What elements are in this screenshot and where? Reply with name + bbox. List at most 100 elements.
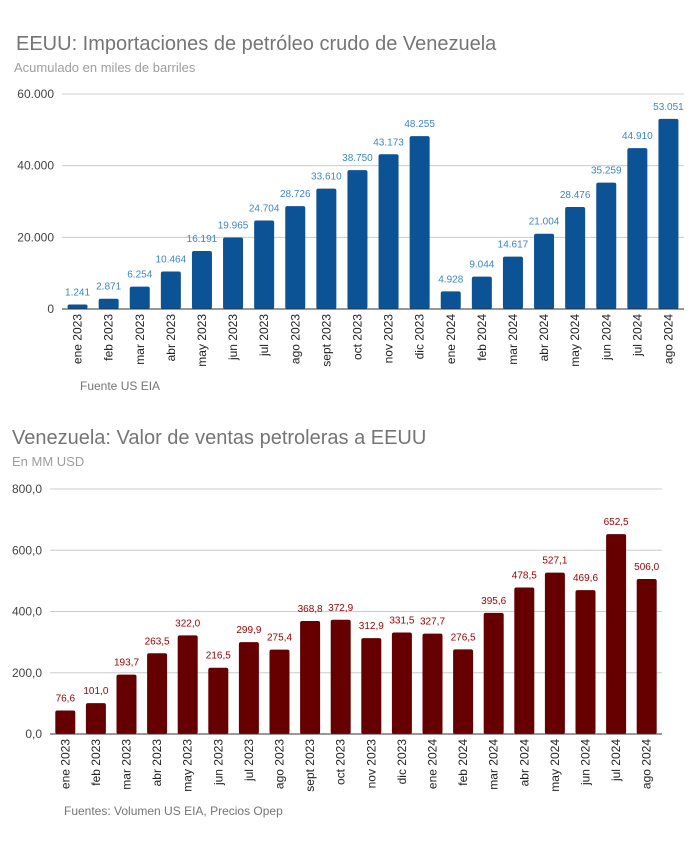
chart1-x-tick-label: ene 2023 xyxy=(71,314,85,364)
chart2-bar xyxy=(85,703,106,734)
chart1-x-tick-label: nov 2023 xyxy=(382,314,396,364)
chart2-bar xyxy=(606,534,627,734)
chart2-x-tick-label: nov 2023 xyxy=(364,739,378,789)
chart2-x-tick-label: jun 2023 xyxy=(211,739,225,786)
chart1-bar xyxy=(67,304,88,309)
chart1-data-label: 4.928 xyxy=(438,274,463,285)
chart1-bar xyxy=(378,154,399,309)
chart2-data-label: 331,5 xyxy=(389,615,414,626)
chart1-data-label: 21.004 xyxy=(529,217,560,228)
chart1-data-label: 2.871 xyxy=(96,282,121,293)
chart1-data-label: 35.259 xyxy=(591,166,622,177)
chart1-data-label: 19.965 xyxy=(218,220,249,231)
chart1-bar xyxy=(409,136,430,309)
chart2-x-tick-label: sept 2023 xyxy=(303,739,317,792)
chart1-data-label: 38.750 xyxy=(342,153,373,164)
chart2-bar xyxy=(483,612,504,734)
chart2-data-label: 327,7 xyxy=(420,617,445,628)
chart1-x-tick-label: ene 2024 xyxy=(444,314,458,364)
chart2-x-tick-label: dic 2023 xyxy=(395,739,409,785)
chart1-x-tick-label: mar 2024 xyxy=(506,314,520,365)
chart2-y-tick-label: 400,0 xyxy=(12,605,42,619)
chart1-bar xyxy=(254,220,275,309)
chart1-x-tick-label: jun 2023 xyxy=(226,314,240,361)
chart1-data-label: 28.726 xyxy=(280,189,311,200)
chart1-data-label: 1.241 xyxy=(65,288,90,299)
chart2-x-tick-label: feb 2024 xyxy=(456,739,470,786)
chart2-bar xyxy=(391,632,412,734)
chart2-bar xyxy=(544,572,565,734)
chart1-x-tick-label: sept 2023 xyxy=(319,314,333,367)
chart1-data-label: 14.617 xyxy=(498,240,529,251)
chart2-data-label: 276,5 xyxy=(451,632,476,643)
chart2-bar xyxy=(330,619,351,734)
chart2-title: Venezuela: Valor de ventas petroleras a … xyxy=(12,427,427,449)
chart1-bar xyxy=(223,237,244,309)
chart1-y-tick-label: 40.000 xyxy=(17,159,54,173)
chart2-data-label: 478,5 xyxy=(512,570,537,581)
chart2-x-tick-label: mar 2024 xyxy=(487,739,501,790)
chart1-x-tick-label: mar 2023 xyxy=(133,314,147,365)
chart2-data-label: 299,9 xyxy=(236,625,261,636)
chart1-x-tick-label: ago 2024 xyxy=(661,314,675,364)
chart1-bar xyxy=(596,182,617,309)
chart1-data-label: 24.704 xyxy=(249,203,280,214)
chart1-bar xyxy=(129,286,150,309)
chart2-x-tick-label: abr 2024 xyxy=(517,739,531,787)
chart2-bar xyxy=(453,649,474,734)
chart1-data-label: 9.044 xyxy=(469,260,494,271)
chart2-y-tick-label: 200,0 xyxy=(12,666,42,680)
chart2-data-label: 506,0 xyxy=(634,562,659,573)
chart2-x-tick-label: may 2023 xyxy=(181,739,195,792)
chart1-bar xyxy=(565,206,586,309)
chart1-source-note: Fuente US EIA xyxy=(80,379,161,393)
chart1-x-tick-label: ago 2023 xyxy=(288,314,302,364)
chart1-bar xyxy=(471,276,492,309)
chart2-x-tick-label: ene 2023 xyxy=(58,739,72,789)
chart1-data-label: 43.173 xyxy=(373,137,404,148)
chart1-bar xyxy=(347,170,368,309)
chart2-x-tick-label: mar 2023 xyxy=(120,739,134,790)
chart1-y-tick-label: 60.000 xyxy=(17,87,54,101)
chart2-data-label: 76,6 xyxy=(56,694,76,705)
chart1-data-label: 10.464 xyxy=(156,255,187,266)
chart2-data-label: 193,7 xyxy=(114,658,139,669)
chart2-data-label: 368,8 xyxy=(298,604,323,615)
chart2-bar xyxy=(147,653,168,734)
chart2-x-tick-label: jul 2024 xyxy=(609,739,623,782)
chart2-x-tick-label: may 2024 xyxy=(548,739,562,792)
chart1-x-tick-label: feb 2024 xyxy=(475,314,489,361)
chart2-data-label: 372,9 xyxy=(328,603,353,614)
chart2-subtitle: En MM USD xyxy=(12,454,85,469)
chart2-x-tick-label: ene 2024 xyxy=(426,739,440,789)
chart2-bar xyxy=(514,587,535,734)
chart2-data-label: 322,0 xyxy=(175,618,200,629)
chart2-bar xyxy=(575,590,596,734)
chart1-x-tick-label: dic 2023 xyxy=(413,314,427,360)
chart1-title: EEUU: Importaciones de petróleo crudo de… xyxy=(16,33,497,55)
chart2-data-label: 101,0 xyxy=(83,686,108,697)
chart1-y-tick-label: 0 xyxy=(47,302,54,316)
chart2-data-label: 263,5 xyxy=(145,636,170,647)
chart2-bar xyxy=(300,621,321,734)
chart1-bar xyxy=(534,233,555,309)
chart2-bar xyxy=(422,633,443,734)
chart2-data-label: 652,5 xyxy=(604,517,629,528)
chart1-bar xyxy=(440,291,461,309)
chart1-x-tick-label: jul 2023 xyxy=(257,314,271,357)
chart2-y-tick-label: 600,0 xyxy=(12,543,42,557)
chart1-x-tick-label: abr 2023 xyxy=(164,314,178,362)
chart2-x-tick-label: jul 2023 xyxy=(242,739,256,782)
chart1-data-label: 48.255 xyxy=(404,119,435,130)
chart1-data-label: 44.910 xyxy=(622,131,653,142)
chart1-bar xyxy=(502,256,523,309)
chart2-data-label: 275,4 xyxy=(267,633,292,644)
chart2-x-tick-label: jun 2024 xyxy=(579,739,593,786)
chart1-data-label: 28.476 xyxy=(560,190,591,201)
chart1-subtitle: Acumulado en miles de barriles xyxy=(14,60,196,75)
chart2-bar xyxy=(177,635,198,734)
chart2-x-tick-label: ago 2024 xyxy=(640,739,654,789)
chart2-bar xyxy=(116,674,137,734)
chart2-data-label: 395,6 xyxy=(481,596,506,607)
chart2-bar xyxy=(55,710,76,734)
